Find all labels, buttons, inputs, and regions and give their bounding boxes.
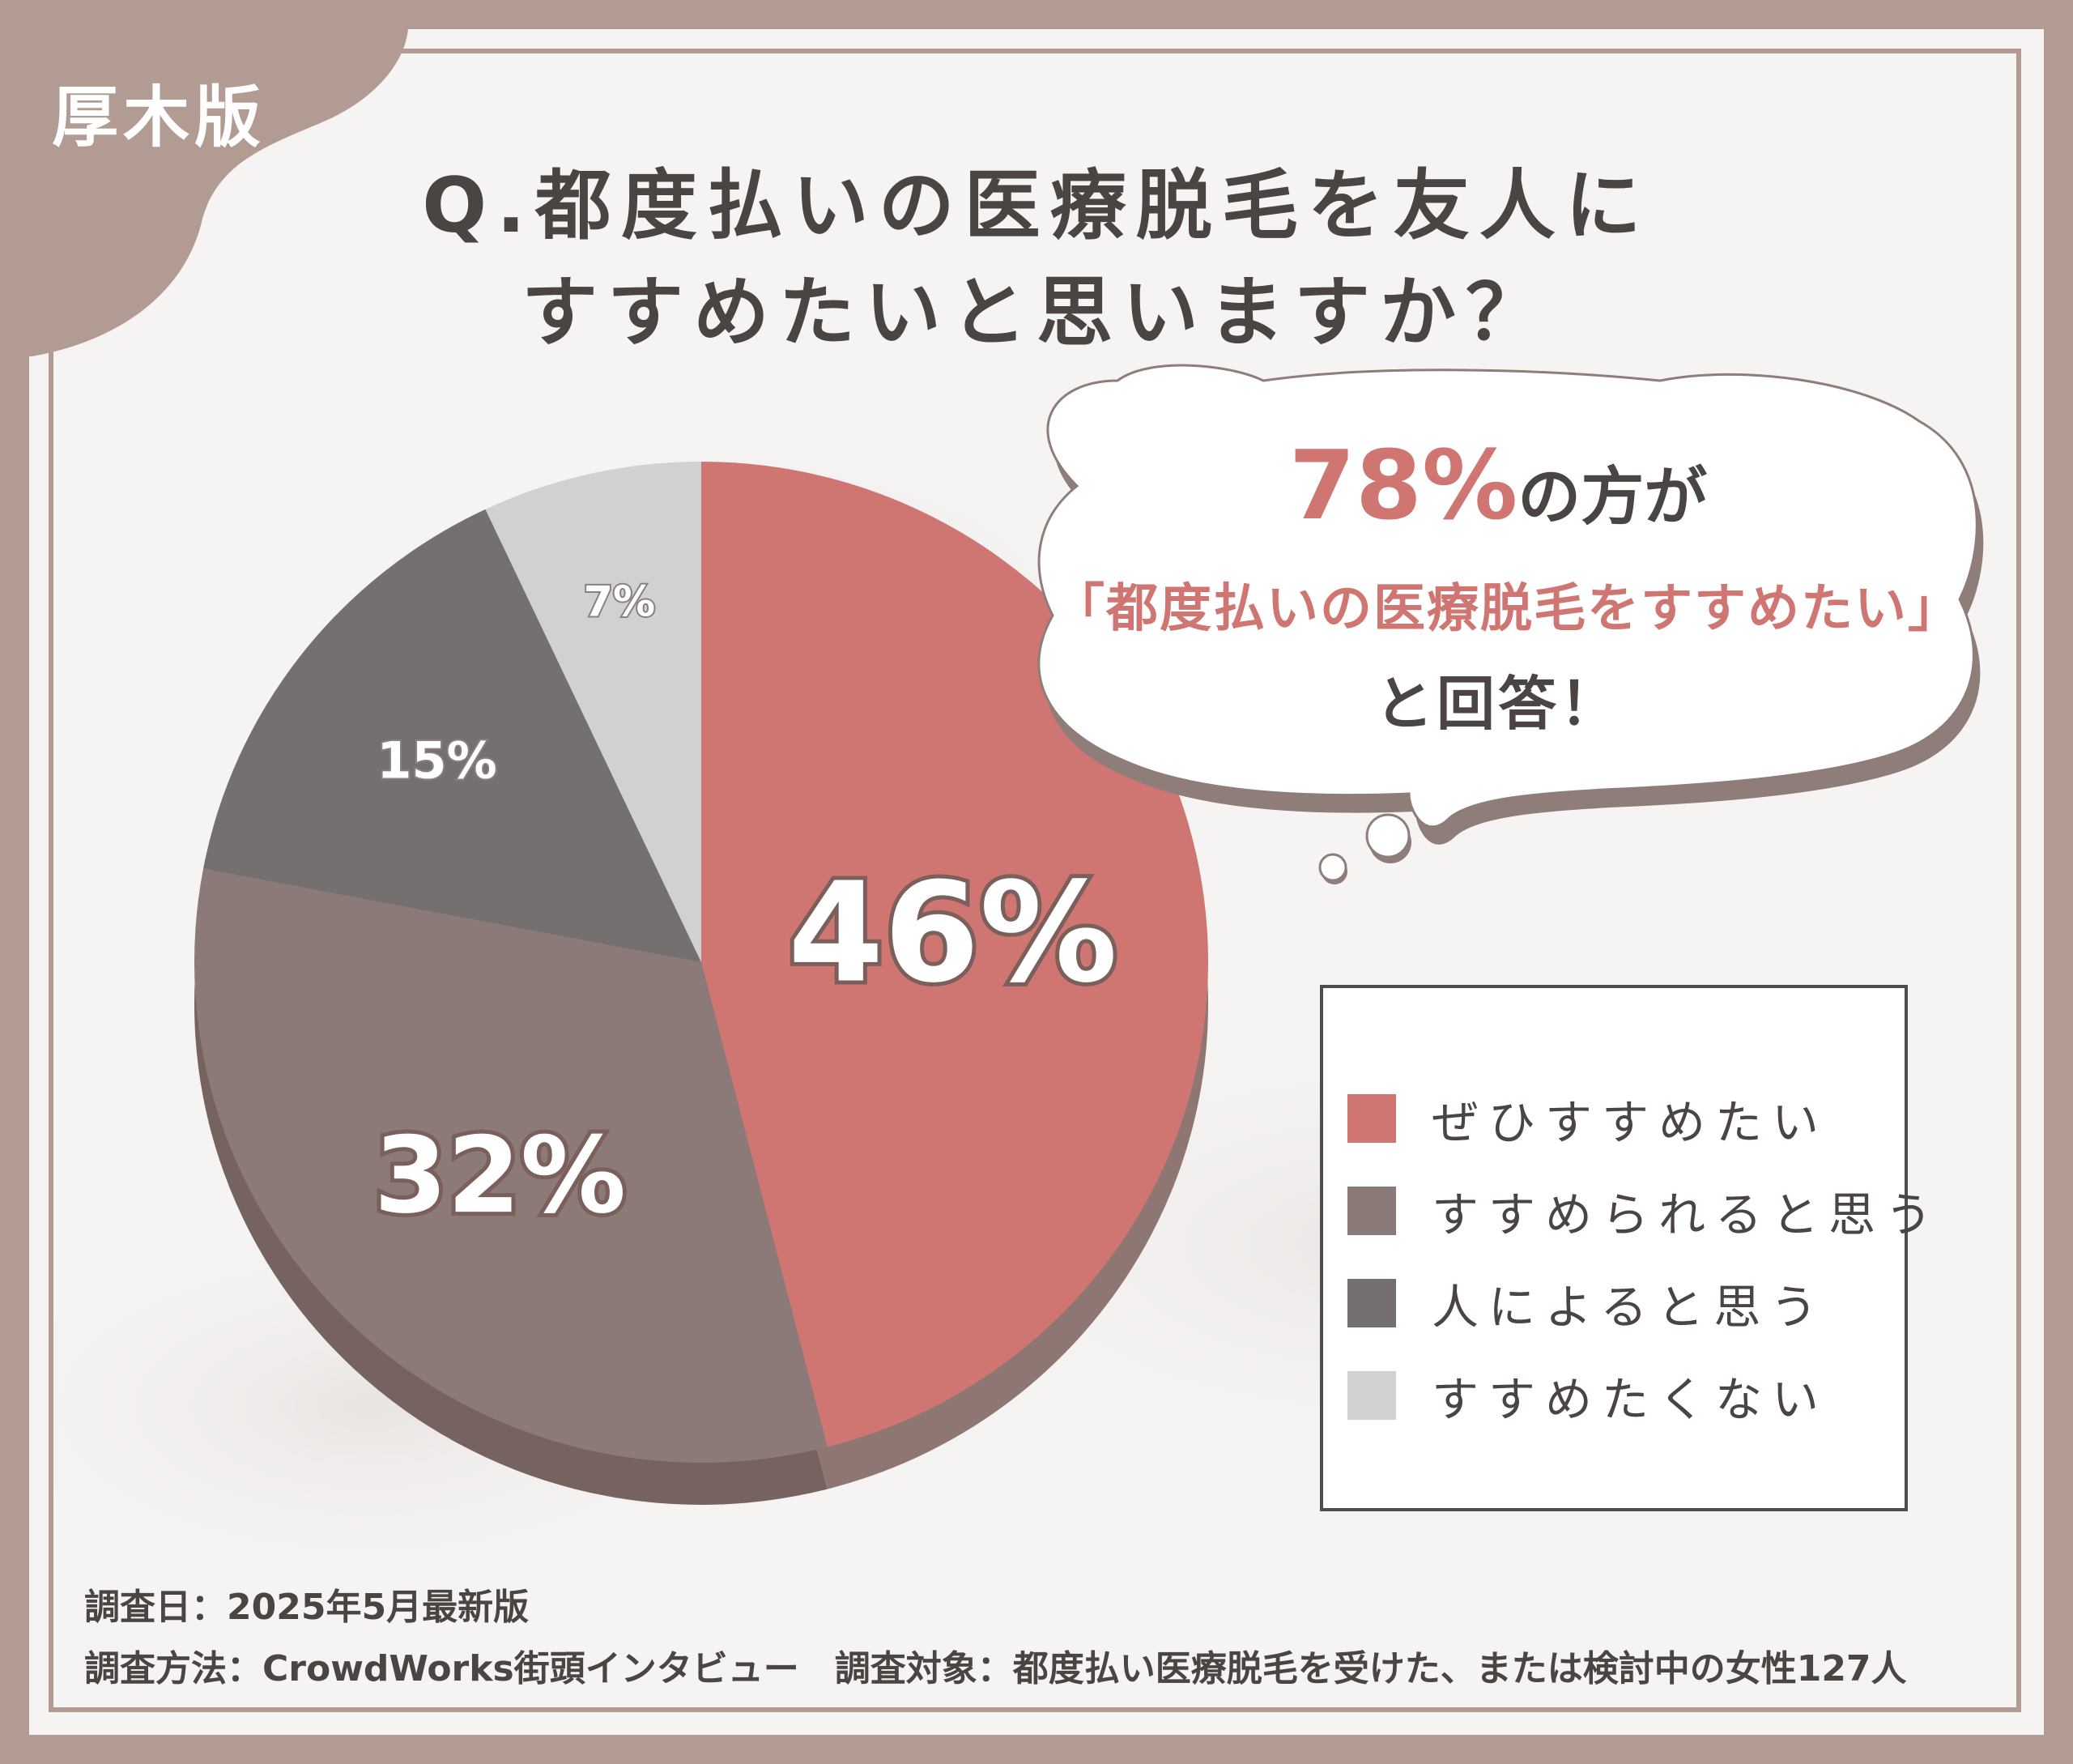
pie-labels: 46% 32% 15% 7% bbox=[370, 576, 1122, 1241]
legend-item: ぜひすすめたい bbox=[1347, 1093, 1828, 1150]
legend-label: すすめたくない bbox=[1432, 1372, 1829, 1427]
pie-label-3: 15% bbox=[377, 731, 496, 790]
survey-date: 調査日：2025年5月最新版 bbox=[84, 1587, 530, 1628]
callout-suffix: の方が bbox=[1518, 461, 1708, 534]
callout-line-2: 「都度払いの医療脱毛をすすめたい」 bbox=[1053, 579, 1961, 639]
legend-swatch bbox=[1347, 1371, 1396, 1420]
legend-label: すすめられると思う bbox=[1432, 1187, 1943, 1242]
title-line-1: Q.都度払いの医療脱毛を友人に bbox=[422, 162, 1651, 250]
legend-item: すすめたくない bbox=[1347, 1370, 1828, 1427]
callout-line-3: と回答！ bbox=[1374, 670, 1621, 738]
pie-slice-2 bbox=[194, 868, 828, 1463]
legend-label: 人によると思う bbox=[1432, 1280, 1828, 1335]
callout-percent: 78% bbox=[1288, 429, 1518, 541]
title-line-2: すすめたいと思いますか？ bbox=[521, 269, 1552, 357]
pie-label-1: 46% bbox=[788, 853, 1117, 1013]
survey-method: 調査方法：CrowdWorks街頭インタビュー 調査対象：都度払い医療脱毛を受け… bbox=[84, 1648, 1907, 1689]
pie-slice-3 bbox=[203, 509, 701, 962]
legend-swatch bbox=[1347, 1094, 1396, 1143]
badge-background bbox=[0, 0, 409, 356]
legend-item: すすめられると思う bbox=[1347, 1186, 1942, 1242]
pie-label-4: 7% bbox=[584, 577, 655, 626]
legend: ぜひすすめたい すすめられると思う 人によると思う すすめたくない bbox=[1320, 985, 1932, 1511]
legend-swatch bbox=[1347, 1279, 1396, 1327]
legend-swatch bbox=[1347, 1187, 1396, 1235]
pie-slice-4 bbox=[485, 462, 701, 962]
region-badge: 厚木版 bbox=[52, 79, 266, 156]
callout-line-1: 78%の方が bbox=[1053, 429, 1943, 541]
pie-label-2: 32% bbox=[374, 1114, 626, 1237]
legend-item: 人によると思う bbox=[1347, 1278, 1827, 1335]
legend-label: ぜひすすめたい bbox=[1432, 1095, 1829, 1150]
